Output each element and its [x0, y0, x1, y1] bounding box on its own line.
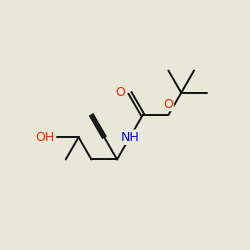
- Text: O: O: [164, 98, 173, 110]
- Text: O: O: [116, 86, 126, 99]
- Text: OH: OH: [35, 131, 54, 144]
- Text: NH: NH: [120, 131, 139, 144]
